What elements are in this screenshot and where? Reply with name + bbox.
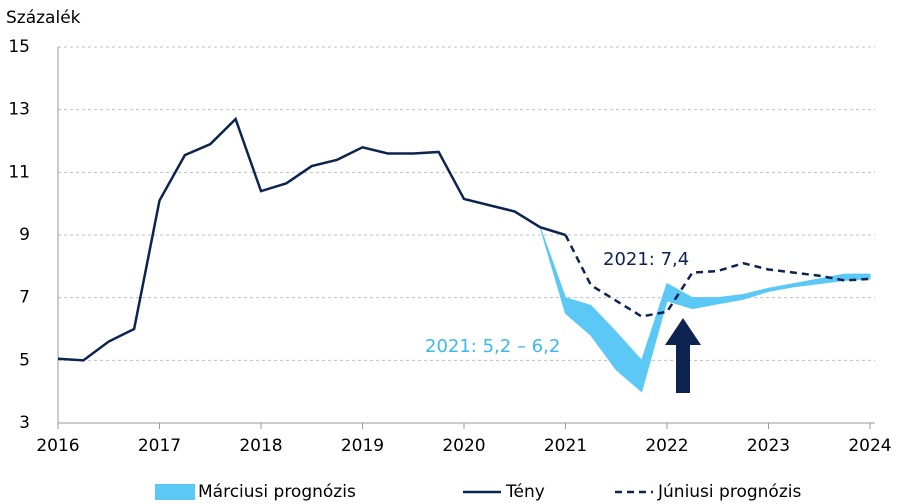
y-tick-label: 15 [8, 37, 30, 57]
y-tick-label: 3 [19, 413, 30, 433]
y-tick-label: 9 [19, 225, 30, 245]
arrow [665, 318, 701, 393]
y-tick-label: 5 [19, 350, 30, 370]
y-axis-label: Százalék [6, 8, 81, 28]
x-tick-label: 2018 [239, 436, 282, 456]
legend-label: Tény [505, 482, 545, 502]
annotation: 2021: 5,2 – 6,2 [425, 336, 560, 357]
x-tick-label: 2019 [341, 436, 384, 456]
x-tick-label: 2016 [36, 436, 79, 456]
annotation: 2021: 7,4 [603, 249, 689, 270]
legend-label: Júniusi prognózis [657, 482, 801, 502]
band [539, 226, 871, 393]
y-tick-label: 7 [19, 288, 30, 308]
x-tick-label: 2021 [544, 436, 587, 456]
line [564, 234, 871, 318]
x-tick-label: 2022 [645, 436, 688, 456]
y-tick-label: 13 [8, 100, 30, 120]
x-tick-label: 2020 [442, 436, 485, 456]
x-tick-label: 2023 [747, 436, 790, 456]
x-tick-label: 2024 [848, 436, 891, 456]
legend-swatch [155, 484, 195, 500]
y-tick-label: 11 [8, 162, 30, 182]
line [57, 116, 566, 362]
x-tick-label: 2017 [138, 436, 181, 456]
legend-label: Márciusi prognózis [198, 482, 356, 502]
